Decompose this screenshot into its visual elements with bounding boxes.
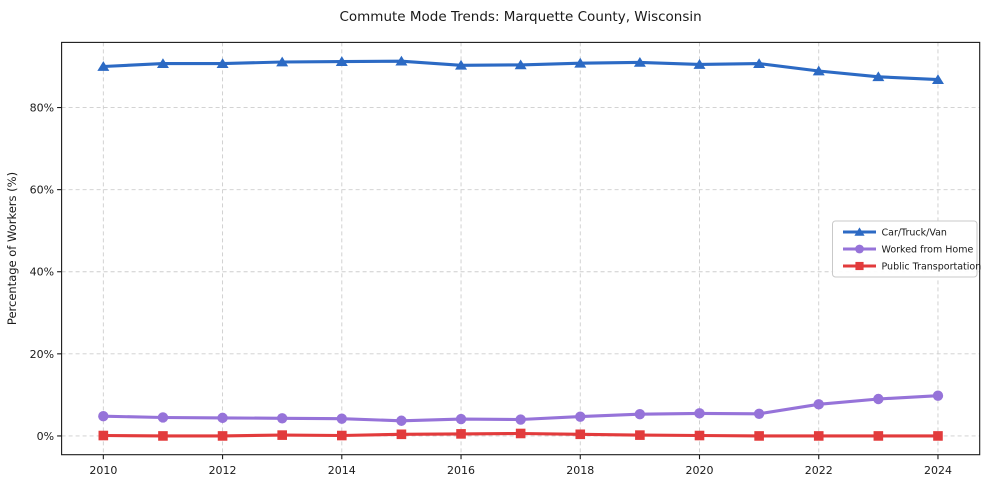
marker-car-truck-van-2015 <box>395 55 408 66</box>
marker-public-transportation-2014 <box>336 430 347 441</box>
marker-worked-from-home-2012 <box>217 412 228 424</box>
marker-public-transportation-2019 <box>635 430 645 440</box>
tick-label-y-0%: 0% <box>37 430 54 443</box>
tick-label-y-20%: 20% <box>30 348 54 361</box>
legend-item-car-truck-van: Car/Truck/Van <box>843 227 947 238</box>
marker-public-transportation-2023 <box>873 431 884 441</box>
marker-public-transportation-2022 <box>813 431 824 441</box>
marker-public-transportation-2017 <box>515 428 526 439</box>
marker-worked-from-home-2017 <box>515 414 526 425</box>
marker-worked-from-home-2010 <box>98 411 109 422</box>
marker-worked-from-home-2019 <box>634 408 646 420</box>
marker-worked-from-home-2023 <box>873 393 884 405</box>
marker-car-truck-van-2023 <box>872 71 885 82</box>
legend-item-worked-from-home: Worked from Home <box>843 244 973 255</box>
series-car-truck-van <box>97 55 944 85</box>
tick-layer: 2010 2012 2014 2016 2018 2020 2022 2024 0% 20% 40%… <box>30 102 952 478</box>
tick-label-x-2022: 2022 <box>805 464 833 477</box>
tick-label-x-2018: 2018 <box>566 464 594 477</box>
series-layer <box>97 55 944 441</box>
marker-car-truck-van-2014 <box>335 56 348 66</box>
tick-label-x-2016: 2016 <box>447 464 475 477</box>
marker-worked-from-home-2024 <box>932 390 944 401</box>
marker-public-transportation-2010 <box>98 430 109 441</box>
marker-car-truck-van-2010 <box>97 61 110 71</box>
legend-marker-public-transportation-icon <box>855 261 864 271</box>
marker-car-truck-van-2019 <box>633 56 646 67</box>
marker-public-transportation-2020 <box>694 430 705 441</box>
marker-public-transportation-2012 <box>217 431 228 441</box>
tick-label-x-2024: 2024 <box>924 464 952 477</box>
tick-label-x-2010: 2010 <box>89 464 117 477</box>
marker-worked-from-home-2018 <box>575 411 586 422</box>
chart-title: Commute Mode Trends: Marquette County, W… <box>339 9 701 25</box>
marker-public-transportation-2011 <box>158 431 168 441</box>
marker-public-transportation-2013 <box>277 430 287 440</box>
marker-car-truck-van-2016 <box>455 59 468 70</box>
marker-car-truck-van-2013 <box>276 56 289 67</box>
series-public-transportation <box>98 428 943 441</box>
plot-border <box>61 41 981 456</box>
marker-car-truck-van-2021 <box>753 58 766 69</box>
series-worked-from-home <box>98 390 944 426</box>
marker-car-truck-van-2017 <box>514 59 527 70</box>
legend-marker-worked-from-home-icon <box>855 244 864 254</box>
marker-worked-from-home-2022 <box>813 399 824 410</box>
marker-worked-from-home-2015 <box>396 415 407 426</box>
marker-worked-from-home-2011 <box>157 412 169 423</box>
marker-public-transportation-2016 <box>456 429 466 439</box>
legend-box <box>832 220 978 278</box>
tick-label-x-2012: 2012 <box>209 464 237 477</box>
marker-public-transportation-2021 <box>754 431 764 441</box>
marker-public-transportation-2024 <box>933 431 943 441</box>
marker-worked-from-home-2020 <box>694 408 705 419</box>
legend-item-public-transportation: Public Transportation <box>843 261 981 272</box>
marker-worked-from-home-2013 <box>276 413 288 424</box>
marker-public-transportation-2015 <box>396 429 407 440</box>
legend-label-worked-from-home: Worked from Home <box>882 244 974 255</box>
marker-car-truck-van-2024 <box>931 74 944 85</box>
tick-label-y-60%: 60% <box>30 184 54 197</box>
legend-label-public-transportation: Public Transportation <box>882 261 982 272</box>
tick-label-y-80%: 80% <box>30 102 54 115</box>
legend-marker-car-truck-van-icon <box>854 227 865 236</box>
marker-car-truck-van-2018 <box>574 57 587 68</box>
tick-label-y-40%: 40% <box>30 266 54 279</box>
marker-worked-from-home-2021 <box>753 408 765 419</box>
tick-label-x-2020: 2020 <box>686 464 714 477</box>
legend: Car/Truck/Van Worked from Home Public Tran… <box>832 220 981 278</box>
marker-public-transportation-2018 <box>575 429 586 440</box>
marker-car-truck-van-2020 <box>693 59 706 69</box>
marker-worked-from-home-2016 <box>455 413 467 425</box>
marker-worked-from-home-2014 <box>336 413 347 424</box>
tick-label-x-2014: 2014 <box>328 464 356 477</box>
marker-car-truck-van-2011 <box>156 58 169 69</box>
marker-car-truck-van-2012 <box>216 58 229 69</box>
marker-car-truck-van-2022 <box>812 65 825 76</box>
y-axis-label: Percentage of Workers (%) <box>5 172 19 325</box>
legend-label-car-truck-van: Car/Truck/Van <box>882 227 947 238</box>
